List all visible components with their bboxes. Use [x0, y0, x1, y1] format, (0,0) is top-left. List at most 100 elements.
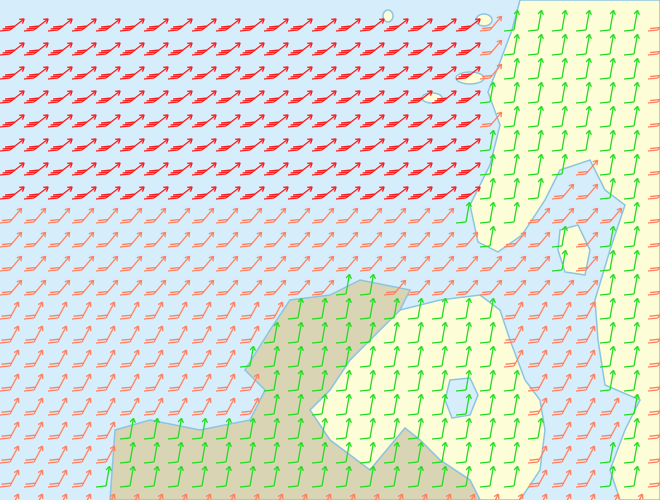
wind-barb — [503, 33, 520, 56]
wind-barb — [287, 255, 311, 272]
wind-barb — [623, 441, 640, 464]
wind-barb — [383, 441, 400, 464]
wind-barb — [517, 493, 524, 500]
wind-barb — [599, 345, 616, 368]
wind-barb — [407, 207, 431, 224]
wind-barb — [287, 207, 311, 224]
wind-barb — [383, 255, 407, 272]
wind-barb — [311, 369, 328, 392]
wind-barb — [239, 162, 265, 176]
wind-barb — [239, 90, 265, 104]
wind-barb — [143, 162, 169, 176]
wind-barb — [479, 177, 496, 200]
wind-barb — [263, 186, 289, 200]
wind-barb — [23, 186, 49, 200]
wind-barb — [575, 57, 592, 80]
wind-barb — [287, 231, 311, 248]
wind-barb — [47, 18, 73, 32]
wind-barb — [527, 177, 544, 200]
wind-barb — [95, 421, 116, 440]
wind-barb — [575, 279, 599, 296]
wind-barb — [335, 345, 352, 368]
wind-barb — [455, 417, 472, 440]
wind-barb — [431, 186, 457, 200]
wind-barb — [23, 162, 49, 176]
wind-barb — [143, 186, 169, 200]
wind-barb — [551, 57, 568, 80]
wind-barb — [647, 384, 660, 392]
wind-barb — [239, 114, 265, 128]
wind-barb — [599, 153, 616, 176]
wind-barb — [311, 90, 337, 104]
wind-barb — [359, 90, 385, 104]
wind-barb — [407, 393, 424, 416]
wind-barb — [167, 138, 193, 152]
wind-barb — [335, 441, 352, 464]
wind-barb — [215, 255, 239, 272]
wind-barb — [167, 279, 191, 296]
wind-barb — [455, 279, 479, 296]
wind-barb — [167, 42, 193, 56]
wind-barb — [335, 297, 352, 320]
wind-barb — [239, 301, 260, 320]
wind-barb — [407, 297, 424, 320]
wind-barb — [71, 255, 95, 272]
wind-barb — [431, 66, 457, 80]
wind-barb — [167, 90, 193, 104]
wind-barb — [551, 397, 572, 416]
wind-barb — [119, 186, 145, 200]
wind-barb — [407, 369, 424, 392]
wind-barb — [287, 297, 304, 320]
wind-barb — [47, 255, 71, 272]
wind-barb — [503, 393, 520, 416]
wind-barb — [71, 469, 92, 488]
wind-barb — [0, 349, 20, 368]
wind-barb — [0, 42, 25, 56]
wind-barb — [71, 66, 97, 80]
land-kintyre — [557, 224, 591, 276]
wind-barb — [407, 321, 424, 344]
wind-barb — [575, 325, 596, 344]
wind-barb — [335, 273, 352, 296]
wind-barb — [311, 18, 337, 32]
wind-barb — [95, 397, 116, 416]
wind-barb — [359, 66, 385, 80]
wind-barb — [527, 417, 544, 440]
wind-barb — [455, 255, 479, 272]
wind-barb — [575, 421, 596, 440]
wind-barb — [359, 114, 385, 128]
wind-barb — [383, 162, 409, 176]
wind-barb — [527, 81, 544, 104]
wind-barb — [479, 15, 503, 32]
wind-barb — [0, 207, 23, 224]
wind-barb — [239, 42, 265, 56]
wind-barb — [191, 186, 217, 200]
wind-barb — [23, 207, 47, 224]
wind-barb — [61, 493, 68, 500]
wind-barb — [397, 493, 404, 500]
wind-barb — [431, 321, 448, 344]
wind-barb — [359, 441, 376, 464]
wind-barb — [191, 255, 215, 272]
wind-barb — [527, 325, 548, 344]
wind-barb — [383, 369, 400, 392]
wind-barb — [239, 18, 265, 32]
wind-barb — [479, 111, 503, 128]
wind-barb — [71, 162, 97, 176]
wind-barb — [599, 465, 616, 488]
wind-barb — [47, 66, 73, 80]
wind-barb — [551, 129, 568, 152]
wind-barb — [623, 9, 640, 32]
wind-barb — [575, 397, 596, 416]
wind-barb — [71, 186, 97, 200]
wind-barb — [623, 393, 640, 416]
wind-barb — [383, 231, 407, 248]
wind-barb — [0, 255, 23, 272]
wind-barb — [551, 153, 568, 176]
wind-barb — [263, 393, 280, 416]
wind-barb — [287, 465, 304, 488]
wind-barb — [47, 373, 68, 392]
wind-barb — [191, 231, 215, 248]
wind-barb — [455, 231, 479, 248]
